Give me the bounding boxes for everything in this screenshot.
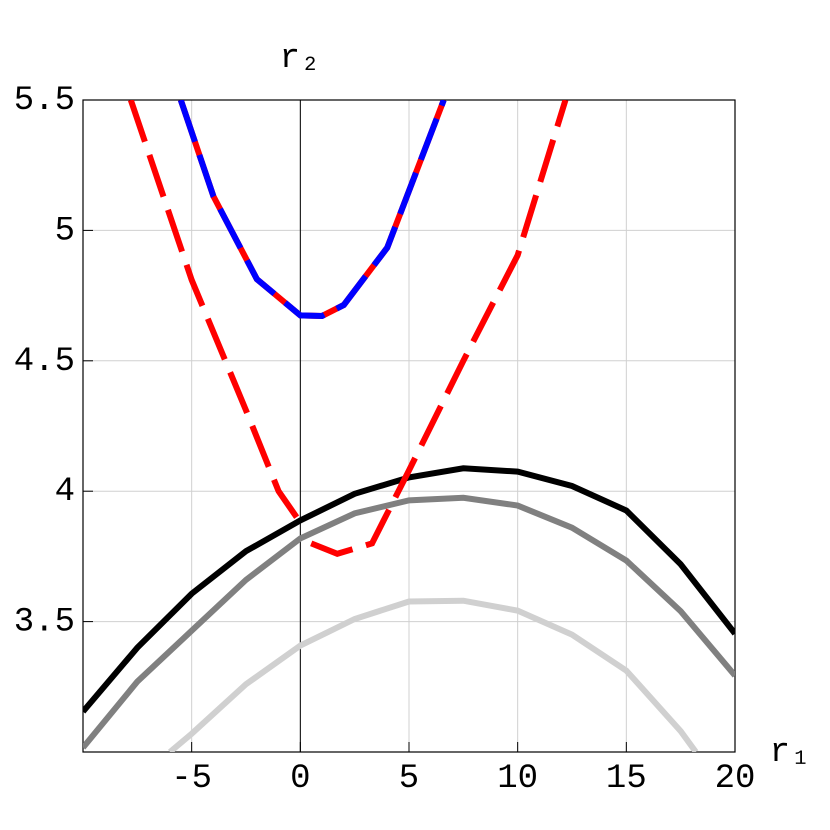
- y-tick-label: 4: [55, 473, 75, 511]
- y-axis-label: r₂: [280, 40, 321, 78]
- x-axis-label: r₁: [770, 734, 811, 772]
- x-tick-label: 15: [606, 760, 647, 798]
- x-tick-label: 0: [290, 760, 310, 798]
- y-tick-label: 4.5: [14, 343, 75, 381]
- curve: [127, 100, 569, 557]
- plot-frame: [82, 99, 736, 753]
- curve: [83, 465, 735, 714]
- curve: [168, 597, 699, 752]
- x-tick-label: 5: [399, 760, 419, 798]
- curve: [83, 494, 735, 750]
- curve: [177, 100, 447, 319]
- x-tick-label: 10: [497, 760, 538, 798]
- x-tick-label: -5: [171, 760, 212, 798]
- x-tick-label: 20: [715, 760, 756, 798]
- y-tick-label: 5.5: [14, 82, 75, 120]
- y-tick-label: 3.5: [14, 604, 75, 642]
- y-tick-label: 5: [55, 212, 75, 250]
